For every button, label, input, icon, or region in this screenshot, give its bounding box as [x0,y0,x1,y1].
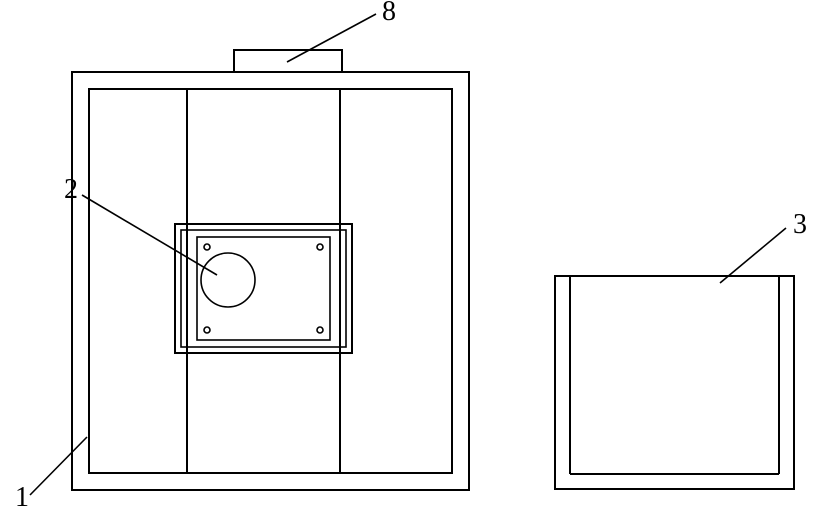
center-panel-outer-inset [181,230,346,347]
label-1: 1 [15,482,29,513]
leader-1 [30,437,87,495]
right-box-outer [555,276,794,489]
main-box-inner [89,89,452,473]
leader-8 [287,14,376,62]
label-2: 2 [64,174,78,205]
screw-circle-1 [317,244,323,250]
label-3: 3 [793,209,807,240]
leader-2 [82,195,217,275]
label-8: 8 [382,0,396,27]
center-port-circle [201,253,255,307]
screw-circle-3 [317,327,323,333]
center-plate [197,237,330,340]
leader-3 [720,228,786,283]
main-box-outer [72,72,469,490]
screw-circle-0 [204,244,210,250]
screw-circle-2 [204,327,210,333]
